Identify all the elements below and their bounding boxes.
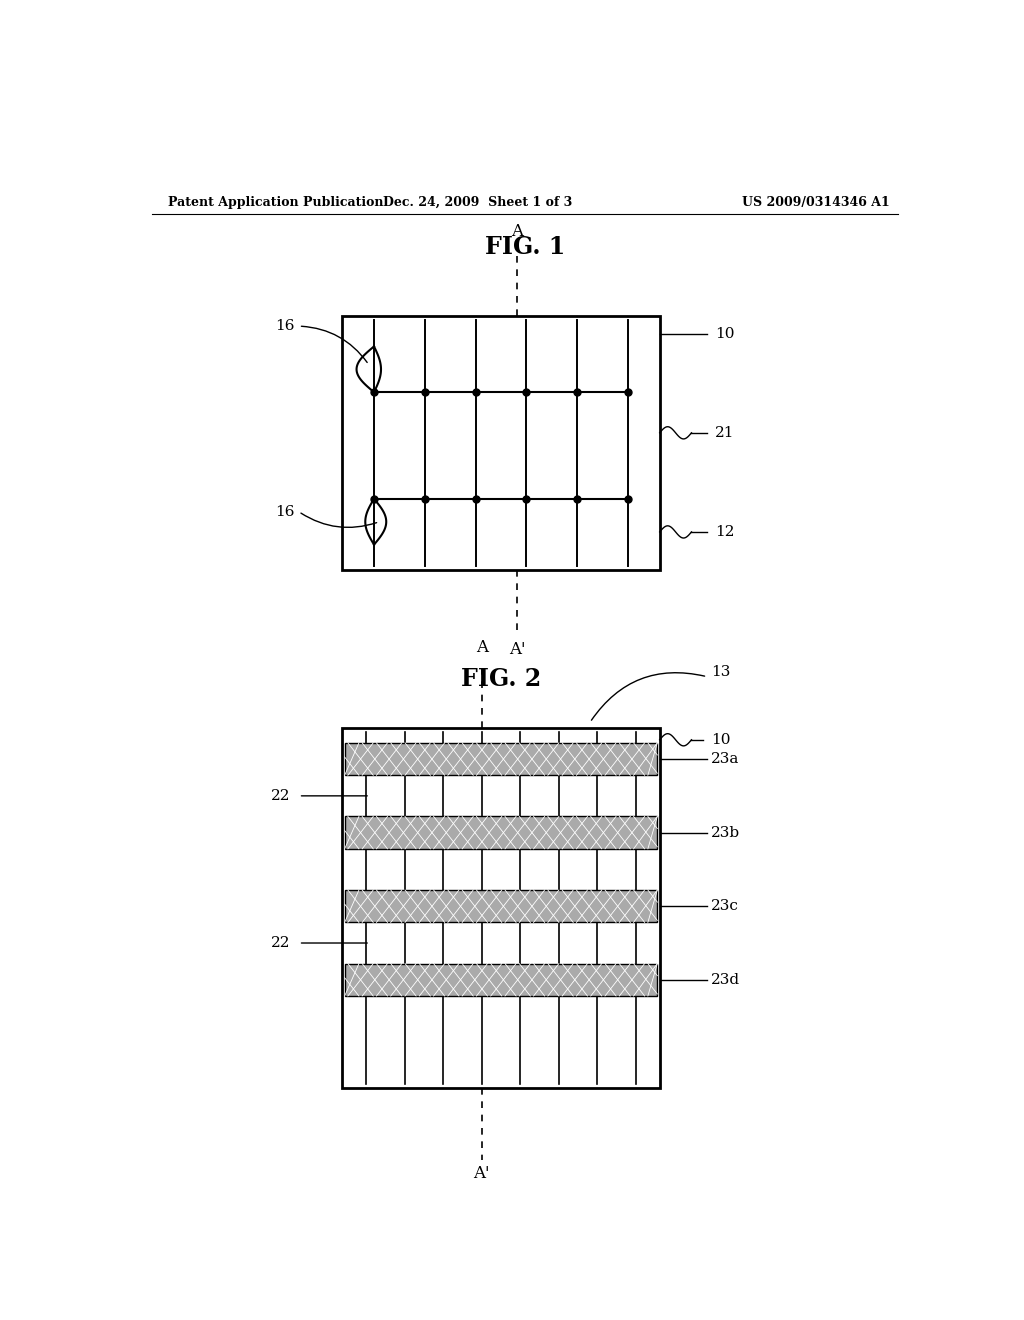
Text: 10: 10: [712, 733, 731, 747]
Text: Dec. 24, 2009  Sheet 1 of 3: Dec. 24, 2009 Sheet 1 of 3: [383, 195, 571, 209]
Text: 22: 22: [271, 789, 291, 803]
Text: 21: 21: [715, 426, 735, 440]
Text: 16: 16: [275, 319, 295, 333]
Text: US 2009/0314346 A1: US 2009/0314346 A1: [742, 195, 890, 209]
Text: 23b: 23b: [712, 825, 740, 840]
Text: 23d: 23d: [712, 973, 740, 987]
Text: FIG. 2: FIG. 2: [461, 667, 541, 690]
Text: FIG. 1: FIG. 1: [484, 235, 565, 259]
Text: Patent Application Publication: Patent Application Publication: [168, 195, 383, 209]
Text: 23c: 23c: [712, 899, 739, 913]
Bar: [342, 315, 659, 570]
Bar: [345, 964, 657, 997]
Bar: [342, 727, 659, 1089]
Bar: [345, 743, 657, 775]
Text: 23a: 23a: [712, 752, 739, 766]
Text: 12: 12: [715, 525, 735, 539]
Text: 13: 13: [712, 665, 731, 678]
Text: A': A': [473, 1164, 489, 1181]
Bar: [345, 890, 657, 923]
Text: A: A: [476, 639, 487, 656]
Text: 16: 16: [275, 504, 295, 519]
Text: 10: 10: [715, 327, 735, 341]
Text: A': A': [509, 642, 525, 659]
Text: 22: 22: [271, 936, 291, 950]
Bar: [345, 816, 657, 849]
Text: A: A: [511, 223, 523, 240]
